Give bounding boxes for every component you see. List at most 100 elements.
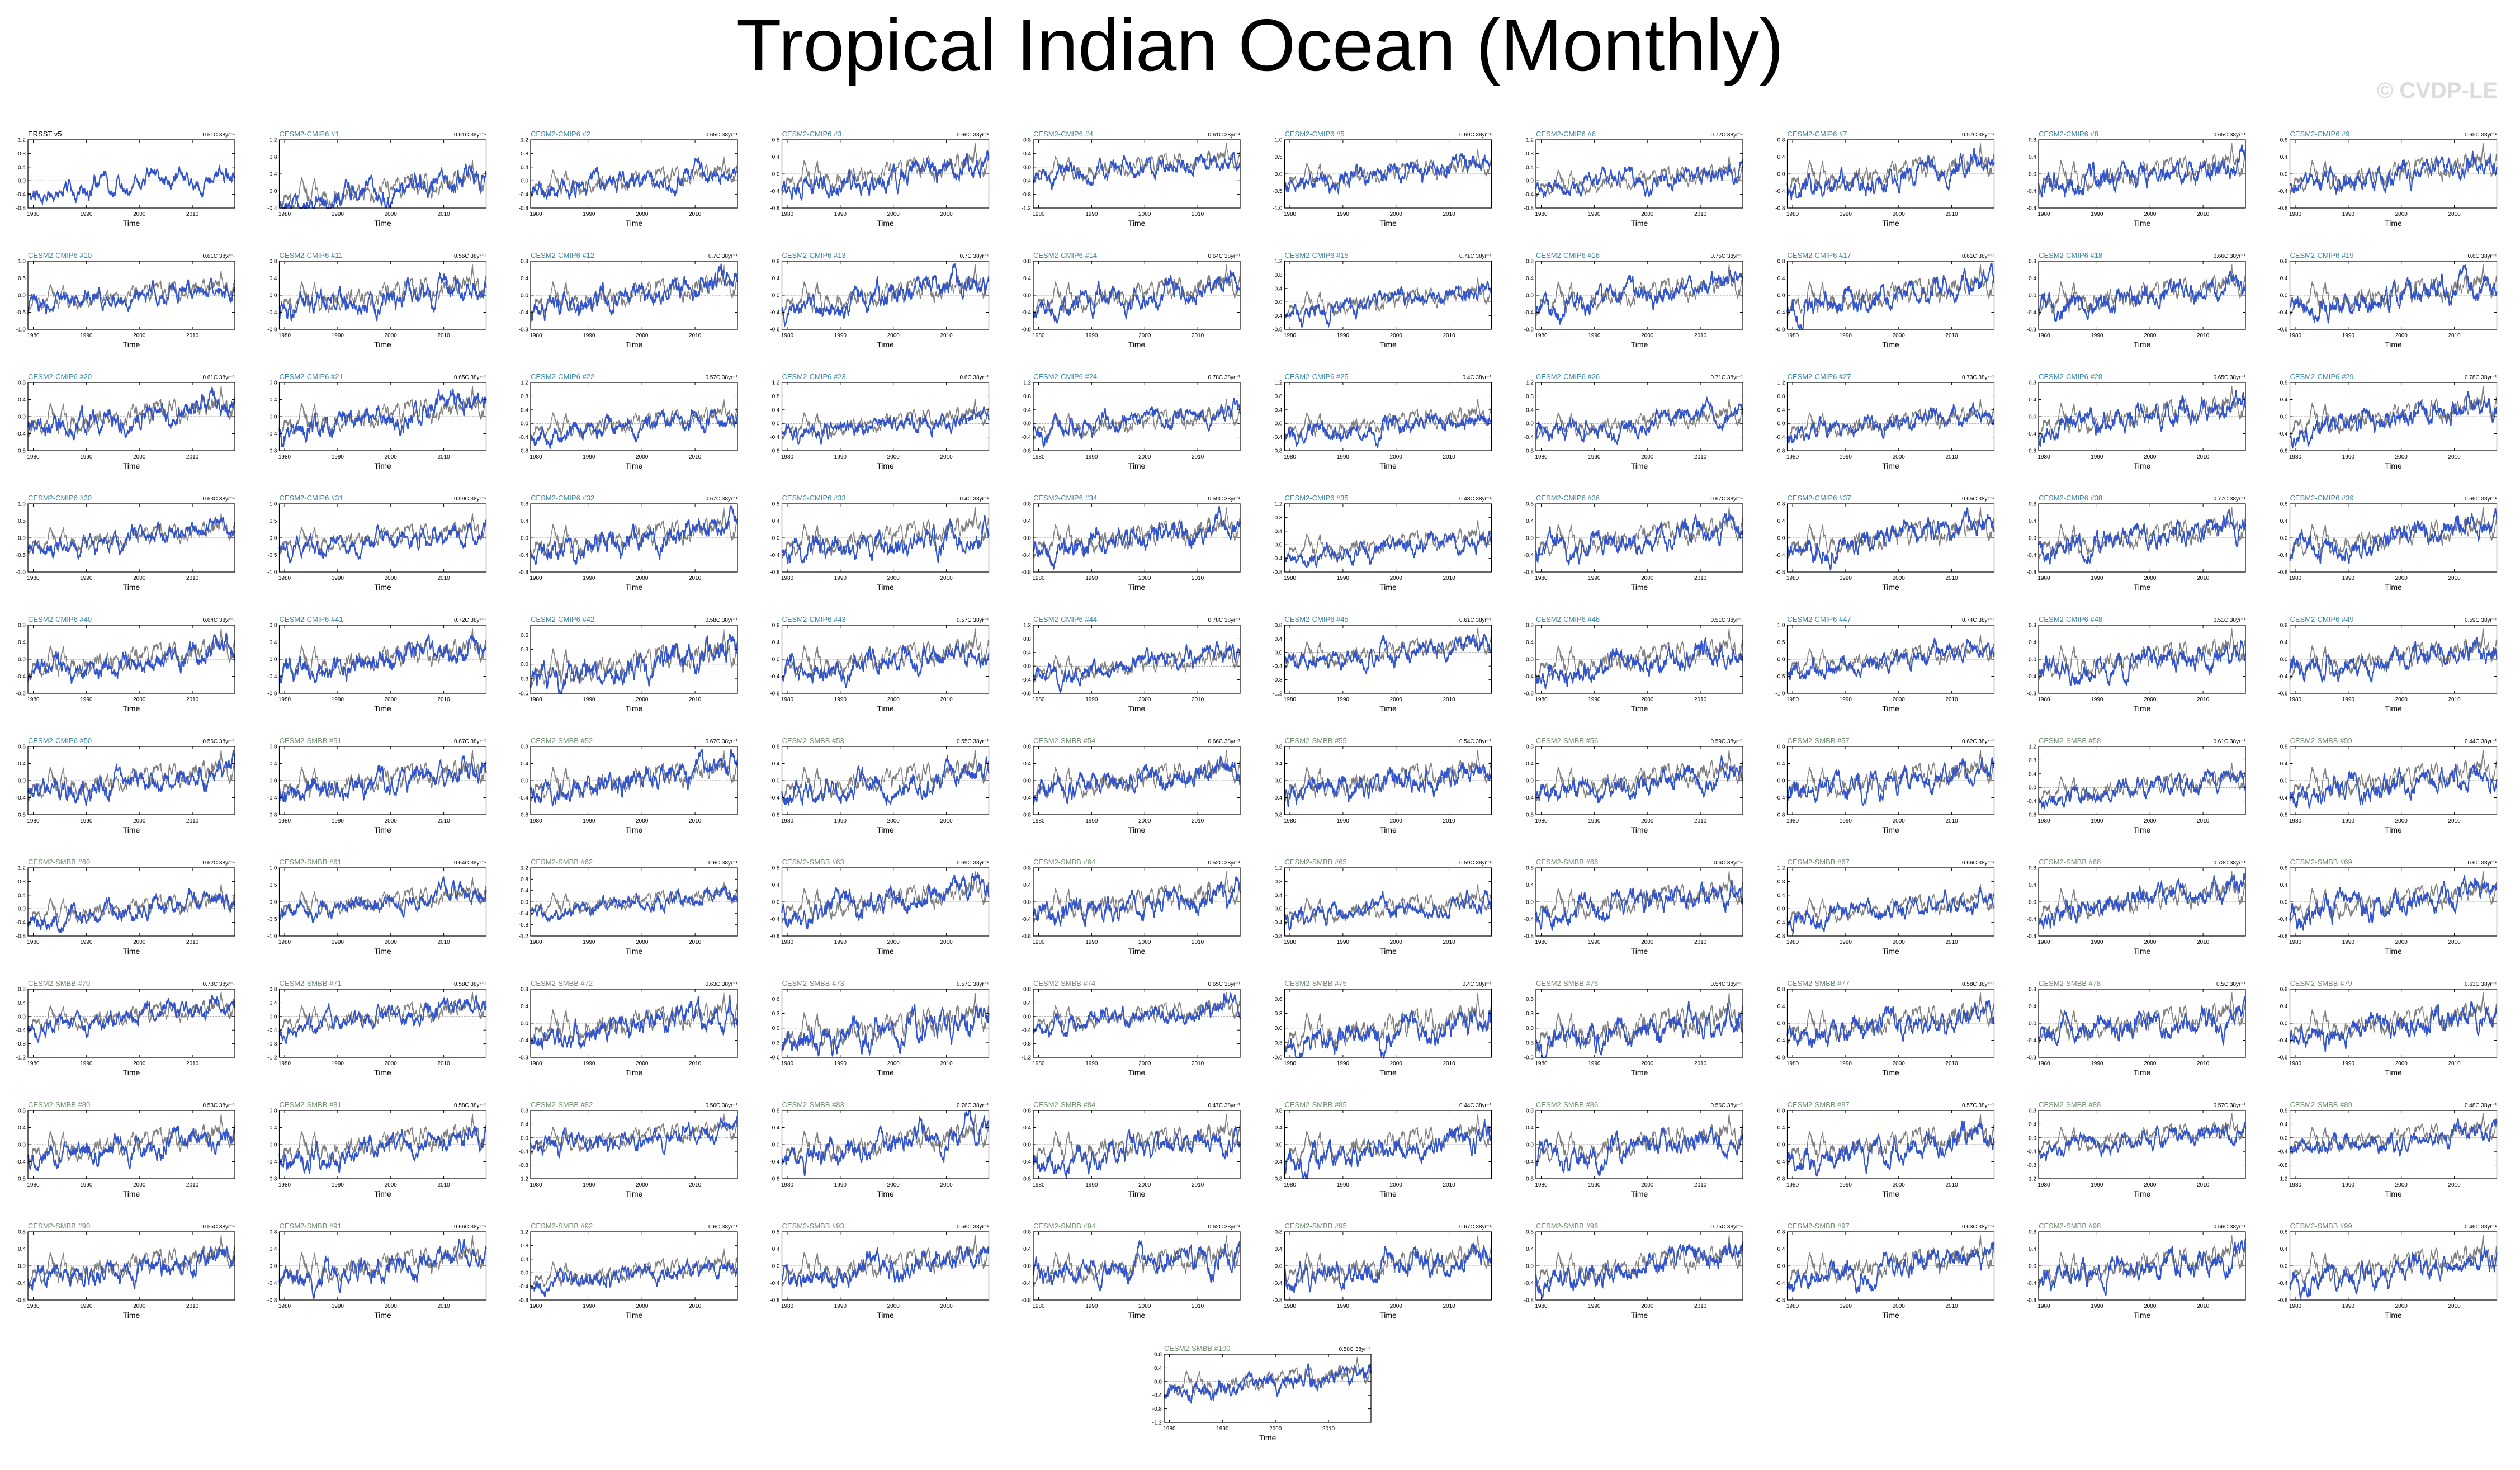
- x-axis-label: Time: [1882, 219, 1899, 228]
- y-tick-label: 0.0: [521, 1135, 528, 1141]
- y-tick-label: 0.4: [2029, 276, 2036, 282]
- panel-trend: 0.56C 38yr⁻¹: [454, 253, 486, 259]
- x-tick-label: 2010: [689, 211, 702, 218]
- x-tick-label: 2010: [2197, 697, 2210, 703]
- y-tick-label: 0.0: [1023, 1264, 1031, 1270]
- panel-trend: 0.58C 38yr⁻¹: [454, 981, 486, 987]
- panel-frame: [1033, 382, 1241, 451]
- panel-title: CESM2-CMIP6 #38: [2039, 494, 2102, 502]
- x-tick-label: 1980: [781, 211, 794, 218]
- x-tick-label: 2000: [636, 333, 649, 339]
- model-series-line: [1284, 1242, 1492, 1293]
- y-tick-label: 0.8: [1777, 744, 1785, 750]
- model-series-line: [1786, 1000, 1995, 1048]
- panel-trend: 0.65C 38yr⁻¹: [1962, 496, 1994, 502]
- x-axis-label: Time: [2385, 461, 2402, 470]
- model-series-line: [1032, 151, 1241, 190]
- y-tick-label: 0.4: [270, 172, 277, 178]
- y-tick-label: 0.0: [1275, 650, 1283, 656]
- x-tick-label: 2000: [385, 454, 398, 460]
- y-tick-label: 0.0: [521, 178, 528, 185]
- x-tick-label: 1980: [2037, 211, 2050, 218]
- panel-trend: 0.62C 38yr⁻¹: [202, 860, 235, 866]
- y-tick-label: -0.4: [16, 920, 26, 926]
- panel-54: CESM2-SMBB #54 0.66C 38yr⁻¹-0.8-0.40.00.4…: [1022, 736, 1241, 834]
- panel-title: CESM2-SMBB #63: [782, 858, 844, 866]
- panel-title: CESM2-SMBB #97: [1788, 1222, 1850, 1230]
- obs-series-line: [781, 628, 990, 680]
- y-tick-label: -0.8: [1524, 570, 1534, 576]
- y-tick-label: 0.0: [2029, 536, 2036, 542]
- y-tick-label: 0.8: [2029, 987, 2036, 993]
- y-tick-label: -0.4: [267, 674, 277, 680]
- x-tick-label: 2010: [1192, 211, 1204, 218]
- panel-90: CESM2-SMBB #90 0.55C 38yr⁻¹-0.8-0.40.00.4…: [16, 1222, 236, 1320]
- x-axis-label: Time: [2385, 583, 2402, 592]
- y-tick-label: 0.4: [1526, 1246, 1534, 1252]
- x-tick-label: 1980: [529, 211, 542, 218]
- panel-25: CESM2-CMIP6 #25 0.4C 38yr⁻¹-0.8-0.40.00.4…: [1273, 372, 1492, 470]
- obs-series-line: [2038, 507, 2246, 559]
- panel-66: CESM2-SMBB #66 0.6C 38yr⁻¹-0.8-0.40.00.40…: [1524, 858, 1743, 956]
- panel-trend: 0.69C 38yr⁻¹: [1459, 132, 1492, 138]
- y-tick-label: -0.8: [16, 1176, 26, 1183]
- x-tick-label: 1980: [2289, 1061, 2302, 1067]
- panel-title: CESM2-CMIP6 #2: [531, 130, 590, 138]
- panel-trend: 0.59C 38yr⁻¹: [2465, 617, 2497, 623]
- x-tick-label: 1990: [1337, 939, 1350, 946]
- x-tick-label: 1990: [1588, 454, 1601, 460]
- y-tick-label: -0.8: [1273, 677, 1283, 683]
- panel-43: CESM2-CMIP6 #43 0.57C 38yr⁻¹-0.8-0.40.00.…: [770, 615, 990, 713]
- x-tick-label: 1980: [278, 1182, 291, 1188]
- x-tick-label: 1980: [27, 697, 40, 703]
- model-series-line: [1786, 148, 1995, 200]
- x-tick-label: 2000: [1893, 333, 1906, 339]
- x-tick-label: 2000: [636, 211, 649, 218]
- panel-title: CESM2-SMBB #95: [1285, 1222, 1347, 1230]
- model-series-line: [529, 408, 739, 449]
- x-tick-label: 1980: [781, 939, 794, 946]
- panel-96: CESM2-SMBB #96 0.75C 38yr⁻¹-0.8-0.40.00.4…: [1524, 1222, 1744, 1320]
- x-tick-label: 1990: [1840, 454, 1852, 460]
- model-series-line: [1284, 530, 1492, 569]
- x-tick-label: 2010: [2448, 454, 2461, 460]
- x-tick-label: 2010: [437, 575, 450, 582]
- y-tick-label: 0.5: [1777, 640, 1785, 646]
- x-tick-label: 1990: [2342, 818, 2355, 824]
- y-tick-label: 0.8: [18, 151, 26, 157]
- panel-title: CESM2-SMBB #96: [1536, 1222, 1598, 1230]
- panel-trend: 0.57C 38yr⁻¹: [1962, 132, 1994, 138]
- y-tick-label: -0.8: [1022, 1041, 1032, 1047]
- x-axis-label: Time: [877, 704, 894, 713]
- y-tick-label: 0.4: [270, 276, 277, 282]
- y-tick-label: 0.8: [2029, 758, 2036, 764]
- x-tick-label: 1990: [1337, 697, 1350, 703]
- panel-trend: 0.61C 38yr⁻¹: [202, 375, 235, 381]
- y-tick-label: -0.4: [1273, 664, 1283, 670]
- panel-trend: 0.6C 38yr⁻¹: [2468, 253, 2498, 259]
- x-tick-label: 2000: [636, 454, 649, 460]
- y-tick-label: 0.0: [521, 421, 528, 427]
- x-tick-label: 2010: [2448, 1303, 2461, 1310]
- x-tick-label: 2010: [186, 211, 199, 218]
- x-tick-label: 2010: [186, 575, 199, 582]
- x-axis-label: Time: [2134, 947, 2151, 956]
- x-tick-label: 2000: [1893, 454, 1906, 460]
- x-tick-label: 1980: [781, 575, 794, 582]
- panel-title: CESM2-CMIP6 #7: [1788, 130, 1847, 138]
- x-axis-label: Time: [123, 219, 140, 228]
- y-tick-label: -0.8: [267, 448, 277, 455]
- y-tick-label: -0.4: [2027, 1280, 2037, 1287]
- x-tick-label: 2010: [2197, 1061, 2210, 1067]
- y-tick-label: 0.0: [1777, 1142, 1785, 1148]
- y-tick-label: 0.6: [772, 996, 780, 1003]
- y-tick-label: 0.8: [1526, 259, 1534, 265]
- y-tick-label: 0.0: [521, 293, 528, 299]
- y-tick-label: -0.4: [267, 431, 277, 437]
- panel-trend: 0.61C 38yr⁻¹: [1459, 617, 1492, 623]
- panel-trend: 0.58C 38yr⁻¹: [1339, 1346, 1371, 1353]
- model-series-line: [1033, 641, 1241, 694]
- y-tick-label: -0.4: [1524, 552, 1534, 559]
- x-tick-label: 1990: [1337, 454, 1350, 460]
- y-tick-label: 0.8: [1023, 394, 1031, 400]
